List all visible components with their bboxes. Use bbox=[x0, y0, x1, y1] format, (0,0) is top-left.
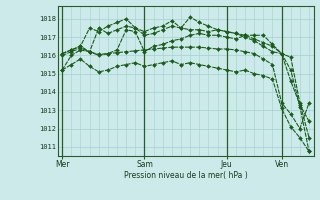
X-axis label: Pression niveau de la mer( hPa ): Pression niveau de la mer( hPa ) bbox=[124, 171, 247, 180]
